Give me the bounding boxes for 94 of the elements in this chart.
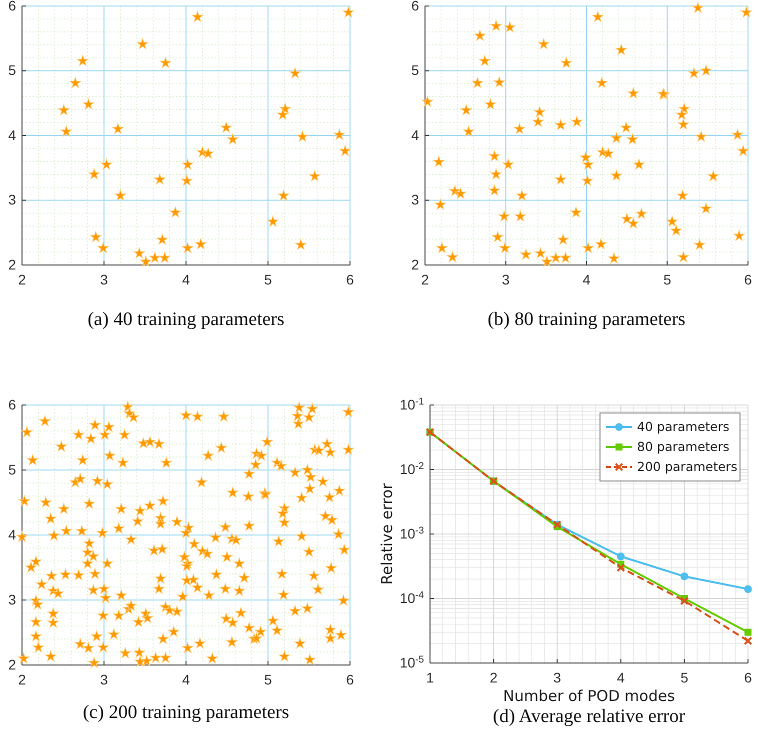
point	[342, 6, 354, 18]
point	[744, 636, 752, 646]
y-tick-label: 5	[411, 62, 420, 78]
y-tick-label: 6	[8, 0, 16, 14]
y-tick-label: 10$^{-2}$	[400, 460, 424, 477]
y-tick-label: 10$^{-1}$	[400, 396, 424, 412]
x-tick-label: 4	[182, 671, 190, 688]
point	[140, 256, 152, 267]
x-tick-label: 6	[346, 671, 354, 688]
x-tick-label: 5	[680, 669, 688, 686]
point	[156, 234, 168, 245]
point	[133, 247, 146, 258]
x-tick-label: 4	[582, 271, 591, 288]
x-tick-label: 5	[264, 271, 272, 288]
text: (b) 80 training parameters	[488, 309, 686, 330]
legend-label: 40 parameters	[637, 419, 730, 434]
x-tick-label: 1	[426, 669, 434, 686]
point	[160, 56, 172, 68]
text: (c) 200 training parameters	[82, 702, 290, 723]
y-tick-label: 6	[8, 396, 16, 412]
y-tick-label: 10$^{-4}$	[400, 589, 425, 606]
point	[149, 252, 161, 263]
x-tick-label: 6	[346, 271, 354, 288]
y-tick-label: 2	[8, 256, 16, 272]
y-tick-label: 5	[8, 461, 16, 478]
point	[194, 238, 207, 250]
x-tick-label: 5	[264, 671, 272, 688]
y-tick-label: 10$^{-3}$	[400, 524, 425, 542]
x-tick-label: 4	[616, 669, 625, 686]
x-tick-label: 3	[100, 271, 108, 288]
x-axis-title: Number of POD modes	[503, 687, 676, 705]
point	[88, 168, 100, 180]
point	[276, 108, 289, 120]
point	[744, 585, 752, 593]
x-tick-label: 3	[100, 671, 108, 688]
y-tick-label: 4	[8, 526, 16, 542]
point	[182, 242, 194, 254]
x-tick-label: 2	[490, 669, 498, 686]
point	[226, 133, 239, 144]
point	[334, 128, 346, 140]
point	[112, 122, 124, 134]
x-tick-label: 6	[744, 271, 752, 288]
point	[97, 242, 110, 254]
x-tick-label: 2	[18, 671, 26, 688]
point	[220, 122, 232, 133]
point	[278, 190, 290, 201]
point	[154, 173, 166, 185]
point	[294, 238, 307, 250]
point	[308, 170, 321, 182]
point	[90, 231, 102, 242]
point	[136, 38, 148, 50]
text: (d) Average relative error	[492, 706, 686, 727]
point	[170, 206, 182, 218]
point	[616, 552, 625, 560]
point	[82, 98, 94, 110]
y-tick-label: 4	[411, 126, 420, 143]
point	[680, 596, 689, 606]
y-tick-label: 2	[8, 656, 16, 672]
point	[192, 10, 204, 22]
point	[114, 190, 126, 201]
point	[76, 54, 89, 66]
legend-label: 80 parameters	[637, 439, 730, 454]
x-tick-label: 2	[18, 271, 26, 288]
x-tick-label: 5	[663, 271, 672, 288]
y-tick-label: 3	[8, 591, 16, 608]
point	[58, 104, 70, 116]
point	[339, 144, 351, 156]
point	[180, 174, 193, 186]
legend-label: 200 parameters	[637, 459, 738, 474]
x-tick-label: 3	[502, 271, 510, 288]
point	[616, 563, 626, 572]
y-tick-label: 5	[8, 62, 16, 78]
x-tick-label: 3	[553, 669, 562, 686]
point	[296, 130, 308, 142]
x-tick-label: 4	[182, 271, 190, 288]
point	[182, 158, 194, 170]
y-tick-label: 3	[411, 192, 420, 208]
point	[202, 148, 214, 159]
point	[289, 67, 301, 78]
y-axis-title: Relative error	[378, 482, 396, 585]
point	[267, 216, 279, 227]
y-tick-label: 2	[411, 256, 420, 272]
x-tick-label: 6	[744, 669, 752, 686]
point	[680, 572, 688, 580]
y-tick-label: 3	[8, 192, 16, 208]
point	[158, 252, 171, 263]
point	[100, 158, 112, 170]
y-tick-label: 6	[411, 0, 420, 14]
y-tick-label: 10$^{-5}$	[400, 654, 425, 670]
point	[60, 125, 72, 137]
point	[69, 76, 82, 88]
y-tick-label: 4	[8, 126, 16, 143]
point	[744, 628, 752, 636]
text: (a) 40 training parameters	[88, 309, 284, 330]
